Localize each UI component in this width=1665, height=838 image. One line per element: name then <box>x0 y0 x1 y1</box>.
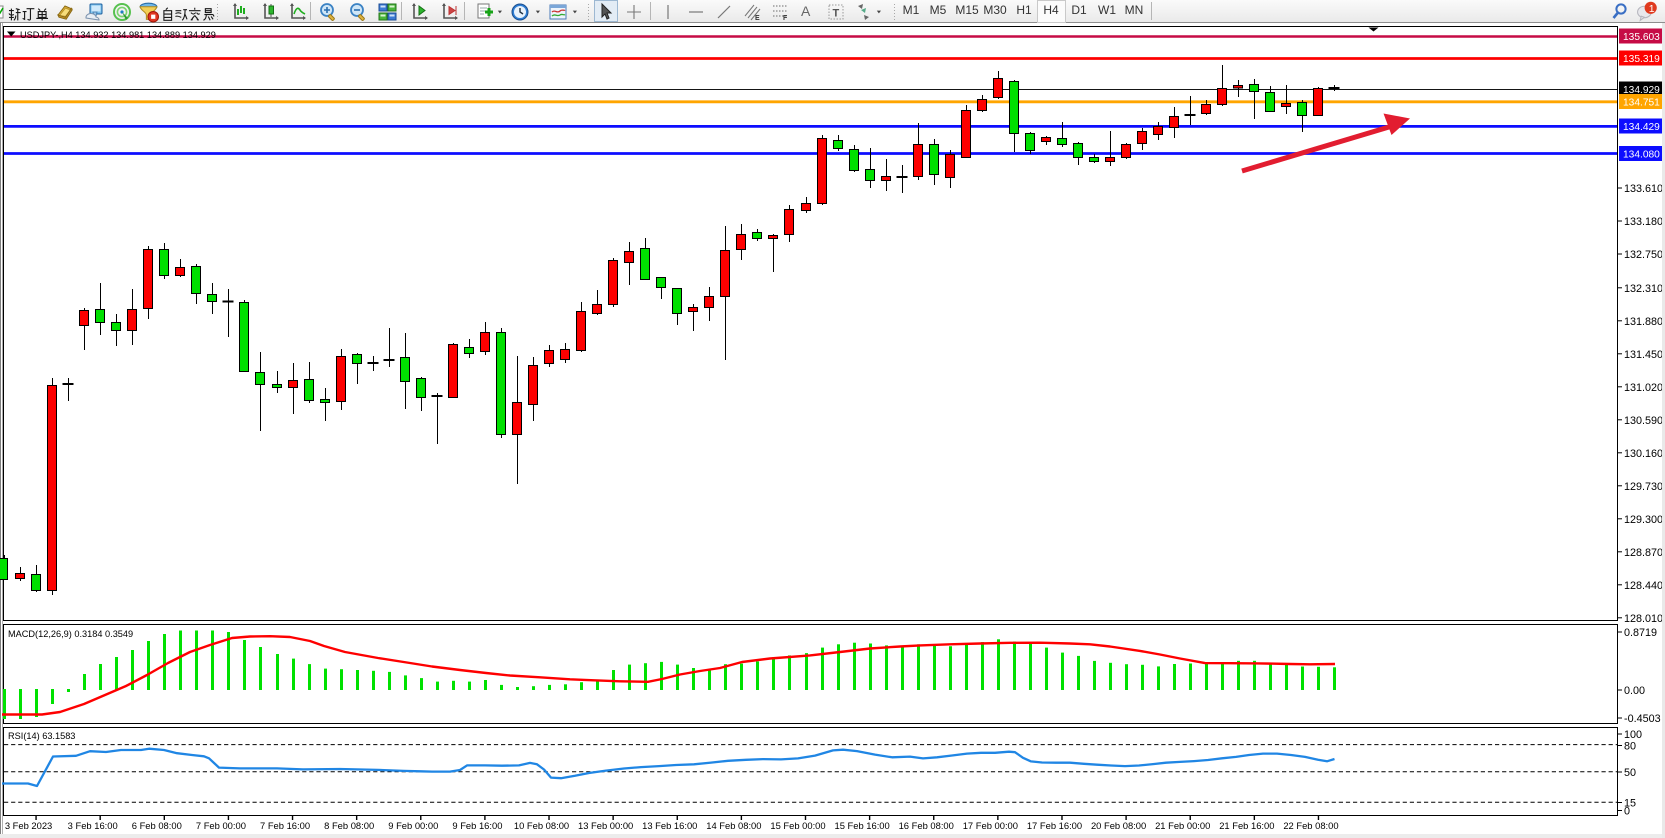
svg-text:10 Feb 08:00: 10 Feb 08:00 <box>514 820 569 831</box>
svg-text:134.080: 134.080 <box>1623 150 1660 161</box>
svg-text:21 Feb 16:00: 21 Feb 16:00 <box>1219 820 1274 831</box>
svg-text:134.929: 134.929 <box>1623 85 1660 96</box>
svg-text:135.319: 135.319 <box>1623 54 1660 65</box>
svg-text:131.450: 131.450 <box>1624 349 1663 361</box>
svg-text:100: 100 <box>1624 729 1642 741</box>
svg-text:134.751: 134.751 <box>1623 98 1660 109</box>
svg-text:7 Feb 00:00: 7 Feb 00:00 <box>196 820 246 831</box>
svg-text:15 Feb 16:00: 15 Feb 16:00 <box>834 820 889 831</box>
svg-text:129.300: 129.300 <box>1624 514 1663 526</box>
svg-text:0.00: 0.00 <box>1624 685 1645 697</box>
svg-text:USDJPY-,H4 134.932 134.981 13: USDJPY-,H4 134.932 134.981 134.889 134.9… <box>20 30 216 40</box>
svg-text:-0.4503: -0.4503 <box>1624 713 1661 725</box>
svg-text:21 Feb 00:00: 21 Feb 00:00 <box>1155 820 1210 831</box>
svg-text:RSI(14) 63.1583: RSI(14) 63.1583 <box>8 731 75 741</box>
svg-text:128.440: 128.440 <box>1624 580 1663 592</box>
svg-text:80: 80 <box>1624 741 1636 753</box>
svg-text:T: T <box>833 8 840 20</box>
svg-text:E: E <box>755 15 760 22</box>
svg-text:13 Feb 00:00: 13 Feb 00:00 <box>578 820 633 831</box>
svg-text:9 Feb 16:00: 9 Feb 16:00 <box>452 820 502 831</box>
svg-text:131.020: 131.020 <box>1624 382 1663 394</box>
svg-text:130.160: 130.160 <box>1624 448 1663 460</box>
svg-text:129.730: 129.730 <box>1624 481 1663 493</box>
svg-text:22 Feb 08:00: 22 Feb 08:00 <box>1283 820 1338 831</box>
svg-text:0.8719: 0.8719 <box>1624 627 1657 639</box>
svg-text:132.750: 132.750 <box>1624 249 1663 261</box>
svg-text:3 Feb 16:00: 3 Feb 16:00 <box>68 820 118 831</box>
svg-text:17 Feb 16:00: 17 Feb 16:00 <box>1027 820 1082 831</box>
svg-text:F: F <box>783 15 788 22</box>
svg-text:20 Feb 08:00: 20 Feb 08:00 <box>1091 820 1146 831</box>
svg-text:6 Feb 08:00: 6 Feb 08:00 <box>132 820 182 831</box>
svg-text:134.429: 134.429 <box>1623 122 1660 133</box>
svg-text:15 Feb 00:00: 15 Feb 00:00 <box>770 820 825 831</box>
svg-text:131.880: 131.880 <box>1624 316 1663 328</box>
svg-text:128.870: 128.870 <box>1624 547 1663 559</box>
svg-text:133.610: 133.610 <box>1624 183 1663 195</box>
svg-text:135.603: 135.603 <box>1623 32 1660 43</box>
svg-text:13 Feb 16:00: 13 Feb 16:00 <box>642 820 697 831</box>
svg-text:50: 50 <box>1624 767 1636 779</box>
svg-text:8 Feb 08:00: 8 Feb 08:00 <box>324 820 374 831</box>
svg-text:16 Feb 08:00: 16 Feb 08:00 <box>899 820 954 831</box>
svg-text:3 Feb 2023: 3 Feb 2023 <box>5 820 52 831</box>
svg-text:1: 1 <box>1649 3 1655 15</box>
svg-text:14 Feb 08:00: 14 Feb 08:00 <box>706 820 761 831</box>
svg-text:17 Feb 00:00: 17 Feb 00:00 <box>963 820 1018 831</box>
svg-text:7 Feb 16:00: 7 Feb 16:00 <box>260 820 310 831</box>
svg-text:MACD(12,26,9) 0.3184 0.3549: MACD(12,26,9) 0.3184 0.3549 <box>8 629 133 639</box>
svg-text:128.010: 128.010 <box>1624 613 1663 625</box>
svg-text:130.590: 130.590 <box>1624 415 1663 427</box>
svg-text:15: 15 <box>1624 798 1636 810</box>
svg-text:9 Feb 00:00: 9 Feb 00:00 <box>388 820 438 831</box>
svg-text:133.180: 133.180 <box>1624 216 1663 228</box>
svg-text:0: 0 <box>1624 806 1630 818</box>
svg-text:132.310: 132.310 <box>1624 283 1663 295</box>
